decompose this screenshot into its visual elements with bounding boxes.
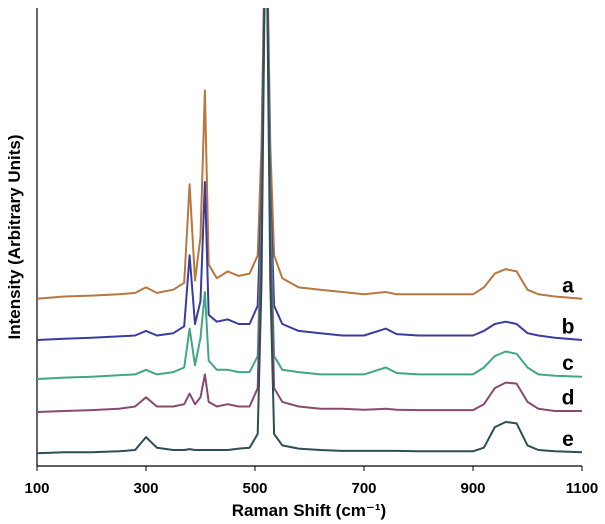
- series-line: [37, 8, 583, 341]
- x-tick-label: 300: [133, 480, 158, 497]
- series-label: a: [562, 274, 574, 297]
- series-line: [37, 8, 583, 455]
- series-label: b: [562, 316, 575, 339]
- x-tick-label: 700: [351, 480, 376, 497]
- x-axis-title: Raman Shift (cm⁻¹): [232, 501, 386, 520]
- x-tick-label: 500: [242, 480, 267, 497]
- series-line: [37, 8, 583, 380]
- series-label: d: [562, 387, 575, 410]
- series-line: [37, 8, 582, 413]
- x-tick-label: 100: [24, 480, 49, 497]
- series-line: [37, 8, 583, 300]
- x-tick-label: 900: [460, 480, 485, 497]
- x-tick-label: 1100: [566, 480, 599, 497]
- series-label: e: [562, 428, 574, 451]
- y-axis-title: Intensity (Arbitrary Units): [5, 135, 24, 340]
- plot-area: [37, 8, 583, 455]
- series-label: c: [562, 352, 574, 375]
